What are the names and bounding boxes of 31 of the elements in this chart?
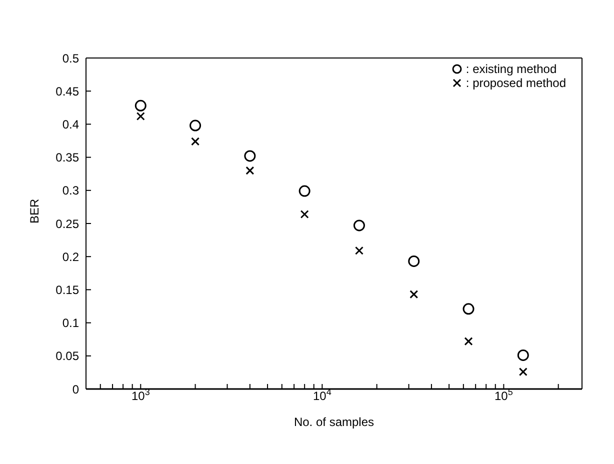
point [134,100,146,112]
legend-label: : existing method [466,62,557,76]
y-tick-label: 0.2 [62,250,80,264]
y-tick-label: 0.25 [56,216,80,231]
y-tick-label: 0.15 [56,282,80,297]
point [518,368,528,376]
point [298,185,310,197]
x-axis-title: No. of samples [294,415,374,429]
point [354,246,364,255]
point [191,137,200,146]
y-tick-label: 0.35 [56,150,80,165]
y-tick-label: 0.1 [62,316,80,330]
legend-label: : proposed method [466,76,566,90]
point [462,303,474,315]
point [517,349,529,361]
y-tick-label: 0.05 [56,349,80,364]
point [408,255,420,267]
y-tick-label: 0.4 [62,117,80,132]
y-axis-title: BER [27,198,42,224]
point [244,150,256,162]
point [353,220,365,232]
point [410,290,418,299]
point [464,337,473,346]
y-tick-label: 0.5 [62,51,80,66]
y-tick-label: 0.3 [62,184,80,198]
y-tick-label: 0 [72,382,80,396]
point [300,210,309,218]
y-tick-label: 0.45 [56,84,80,98]
point [246,166,254,175]
point [136,112,145,121]
point [190,120,202,132]
